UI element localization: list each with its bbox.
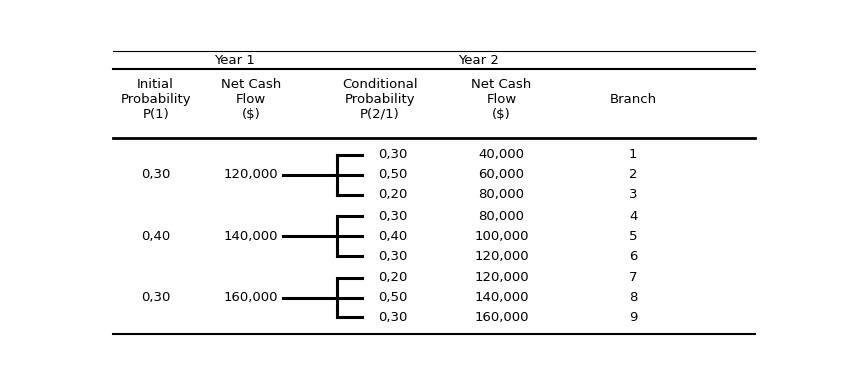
Text: 6: 6 [629, 250, 638, 263]
Text: Initial
Probability
P(1): Initial Probability P(1) [121, 77, 191, 121]
Text: 4: 4 [629, 210, 638, 223]
Text: 160,000: 160,000 [474, 311, 529, 324]
Text: 140,000: 140,000 [474, 291, 529, 304]
Text: 120,000: 120,000 [474, 250, 529, 263]
Text: 0,50: 0,50 [378, 291, 407, 304]
Text: 60,000: 60,000 [479, 168, 524, 181]
Text: 5: 5 [629, 230, 638, 243]
Text: 0,30: 0,30 [378, 148, 407, 161]
Text: Branch: Branch [609, 93, 657, 105]
Text: 140,000: 140,000 [224, 230, 279, 243]
Text: Year 2: Year 2 [458, 54, 499, 67]
Text: 120,000: 120,000 [474, 271, 529, 284]
Text: 80,000: 80,000 [479, 188, 524, 201]
Text: Conditional
Probability
P(2/1): Conditional Probability P(2/1) [342, 77, 417, 121]
Text: 2: 2 [629, 168, 638, 181]
Text: 9: 9 [629, 311, 638, 324]
Text: 1: 1 [629, 148, 638, 161]
Text: 0,40: 0,40 [378, 230, 407, 243]
Text: Net Cash
Flow
($): Net Cash Flow ($) [472, 77, 531, 121]
Text: 8: 8 [629, 291, 638, 304]
Text: 100,000: 100,000 [474, 230, 529, 243]
Text: 0,20: 0,20 [378, 188, 407, 201]
Text: 3: 3 [629, 188, 638, 201]
Text: 0,30: 0,30 [378, 210, 407, 223]
Text: 0,30: 0,30 [378, 250, 407, 263]
Text: 0,20: 0,20 [378, 271, 407, 284]
Text: Net Cash
Flow
($): Net Cash Flow ($) [221, 77, 281, 121]
Text: 0,50: 0,50 [378, 168, 407, 181]
Text: 0,30: 0,30 [378, 311, 407, 324]
Text: 0,40: 0,40 [141, 230, 170, 243]
Text: Year 1: Year 1 [214, 54, 255, 67]
Text: 0,30: 0,30 [141, 291, 170, 304]
Text: 7: 7 [629, 271, 638, 284]
Text: 0,30: 0,30 [141, 168, 170, 181]
Text: 120,000: 120,000 [224, 168, 279, 181]
Text: 160,000: 160,000 [224, 291, 279, 304]
Text: 40,000: 40,000 [479, 148, 524, 161]
Text: 80,000: 80,000 [479, 210, 524, 223]
